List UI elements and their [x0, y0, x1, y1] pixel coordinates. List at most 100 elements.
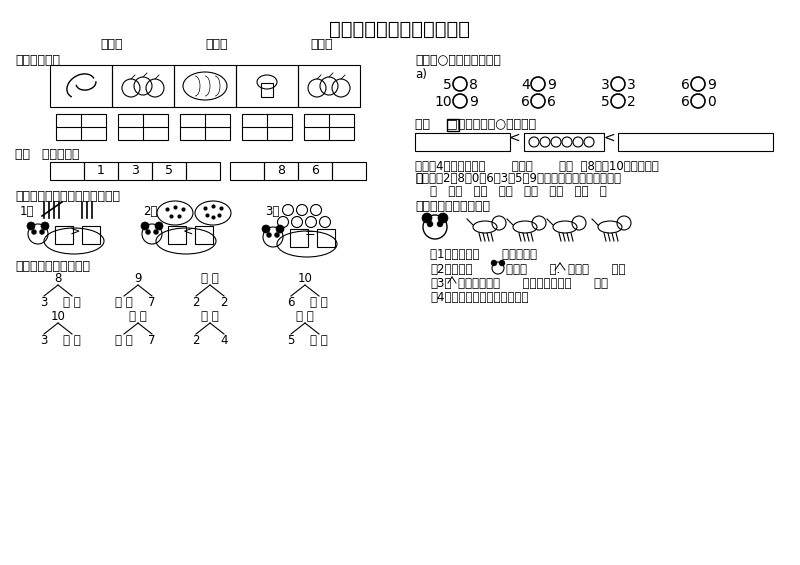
Text: <: < [603, 131, 615, 145]
Text: <: < [182, 224, 194, 237]
Bar [618, 133, 773, 151]
Text: （ ）: （ ） [63, 334, 81, 347]
Text: 9: 9 [469, 95, 478, 109]
Text: （1）一共有（      ）只动物。: （1）一共有（ ）只动物。 [430, 248, 537, 261]
Text: 排第（      ）。: 排第（ ）。 [568, 263, 626, 276]
Bar [290, 229, 308, 247]
Text: 3: 3 [602, 78, 610, 92]
Text: 9: 9 [707, 78, 716, 92]
Text: 4: 4 [522, 78, 530, 92]
Text: 8: 8 [469, 78, 478, 92]
Text: 2: 2 [220, 296, 228, 309]
Text: 8: 8 [277, 164, 285, 177]
Circle shape [39, 229, 45, 234]
Circle shape [266, 233, 271, 237]
Circle shape [155, 222, 163, 230]
Text: 9: 9 [547, 78, 556, 92]
Text: 7: 7 [148, 334, 156, 347]
Text: 6: 6 [521, 95, 530, 109]
Circle shape [438, 213, 448, 223]
Bar [261, 83, 273, 97]
Circle shape [31, 229, 37, 234]
Bar [264, 162, 298, 180]
Bar [298, 65, 360, 107]
Text: ）八、把2、8、0、6、3、5、9按从大到小的顺序写一写。: ）八、把2、8、0、6、3、5、9按从大到小的顺序写一写。 [415, 172, 621, 185]
Text: >: > [70, 224, 80, 237]
Text: 七、与4相邻的数是（       ）和（       ），  比8大比10小的数是（: 七、与4相邻的数是（ ）和（ ）， 比8大比10小的数是（ [415, 160, 658, 173]
Text: 3: 3 [627, 78, 636, 92]
Text: 四、想一想，填一填。: 四、想一想，填一填。 [15, 260, 90, 273]
Text: 3: 3 [40, 296, 48, 309]
Circle shape [491, 260, 497, 266]
Circle shape [154, 229, 158, 234]
Circle shape [141, 222, 149, 230]
Bar [524, 133, 604, 151]
Text: 班级：: 班级： [100, 38, 122, 51]
Text: 从左数排第（      ），从右数第（      ）。: 从左数排第（ ），从右数第（ ）。 [458, 277, 608, 290]
Text: （ ）: （ ） [63, 296, 81, 309]
Circle shape [263, 227, 283, 247]
Text: （ ）: （ ） [296, 310, 314, 323]
Text: 2: 2 [627, 95, 636, 109]
Text: 3、: 3、 [265, 205, 279, 218]
Bar [230, 162, 264, 180]
Text: =: = [305, 228, 315, 241]
Bar [118, 114, 168, 140]
Text: 三、数一数，比一比，填一填。: 三、数一数，比一比，填一填。 [15, 190, 120, 203]
Text: 7: 7 [148, 296, 156, 309]
Text: a): a) [415, 68, 427, 81]
Circle shape [262, 225, 270, 233]
Text: 10: 10 [50, 310, 66, 323]
Text: 2、: 2、 [143, 205, 158, 218]
Bar [82, 226, 100, 244]
Text: 8: 8 [54, 272, 62, 285]
Bar [55, 226, 73, 244]
Text: 6: 6 [547, 95, 556, 109]
Bar [152, 162, 186, 180]
Text: 1、: 1、 [20, 205, 34, 218]
Bar [112, 65, 174, 107]
Text: （4）把右边的三只动物圈起来: （4）把右边的三只动物圈起来 [430, 291, 529, 304]
Text: 6: 6 [681, 95, 690, 109]
Bar [50, 65, 112, 107]
Bar [195, 226, 213, 244]
Circle shape [28, 224, 48, 244]
Bar [447, 119, 459, 131]
Circle shape [492, 262, 504, 274]
Text: 九、数一数，填一填。: 九、数一数，填一填。 [415, 200, 490, 213]
Text: 5: 5 [443, 78, 452, 92]
Text: （ ）: （ ） [115, 334, 133, 347]
Text: 10: 10 [434, 95, 452, 109]
Text: 0: 0 [707, 95, 716, 109]
Circle shape [437, 221, 443, 227]
Bar [50, 162, 84, 180]
Bar [118, 162, 152, 180]
Text: 1: 1 [97, 164, 105, 177]
Bar [168, 226, 186, 244]
Text: 9: 9 [134, 272, 142, 285]
Bar [180, 114, 230, 140]
Text: 5: 5 [165, 164, 173, 177]
Text: 一年级数学第一单元测试题: 一年级数学第一单元测试题 [330, 20, 470, 39]
Text: 成绩：: 成绩： [310, 38, 333, 51]
Text: （ ）: （ ） [129, 310, 147, 323]
Text: （   ）（   ）（   ）（   ）（   ）（   ）（   ）: （ ）（ ）（ ）（ ）（ ）（ ）（ ） [430, 185, 606, 198]
Text: 五、在○里填＜、＞或＝: 五、在○里填＜、＞或＝ [415, 54, 501, 67]
Bar [174, 65, 236, 107]
Text: 3: 3 [131, 164, 139, 177]
Text: 一、看图写数: 一、看图写数 [15, 54, 60, 67]
Circle shape [276, 225, 284, 233]
Text: （ ）: （ ） [201, 310, 219, 323]
Text: 6: 6 [287, 296, 294, 309]
Text: 5: 5 [602, 95, 610, 109]
Text: 六、    □可以画几个○？画一画: 六、 □可以画几个○？画一画 [415, 118, 536, 131]
Bar [415, 133, 510, 151]
Text: （ ）: （ ） [310, 296, 328, 309]
Text: 排第（      ）.: 排第（ ）. [506, 263, 560, 276]
Circle shape [499, 260, 505, 266]
Circle shape [423, 215, 447, 239]
Circle shape [27, 222, 35, 230]
Circle shape [422, 213, 432, 223]
Text: 4: 4 [220, 334, 228, 347]
Text: ）: ） [415, 172, 422, 185]
